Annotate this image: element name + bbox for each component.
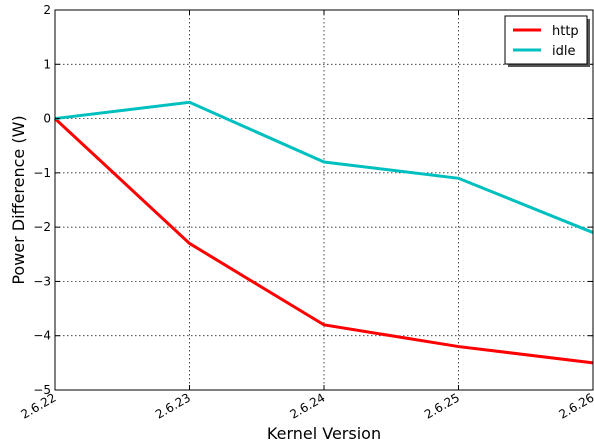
axis-ticks: 2.6.22 2.6.23 2.6.24 2.6.25 2.6.26−5−4−3−2−1… xyxy=(18,3,594,422)
legend-box xyxy=(504,15,588,65)
x-tick-label: 2.6.25 xyxy=(422,390,462,421)
y-tick-label: 2 xyxy=(43,3,51,17)
legend: http idle xyxy=(504,15,590,67)
series-lines xyxy=(53,100,594,365)
y-tick-label: −2 xyxy=(33,220,51,234)
series-line-http xyxy=(53,117,594,365)
y-tick-label: −4 xyxy=(33,329,51,343)
legend-label-idle: idle xyxy=(552,44,575,59)
x-tick-label: 2.6.24 xyxy=(287,390,327,421)
y-tick-label: 0 xyxy=(43,112,51,126)
grid xyxy=(55,10,593,390)
legend-label-http: http xyxy=(552,24,579,39)
y-tick-label: −5 xyxy=(33,383,51,397)
x-axis-label: Kernel Version xyxy=(267,424,381,443)
y-tick-label: −1 xyxy=(33,166,51,180)
x-tick-label: 2.6.23 xyxy=(153,390,193,421)
y-axis-label: Power Difference (W) xyxy=(9,115,28,284)
y-tick-label: 1 xyxy=(43,57,51,71)
y-tick-label: −3 xyxy=(33,274,51,288)
series-line-idle xyxy=(54,100,594,234)
x-tick-label: 2.6.26 xyxy=(556,390,594,421)
